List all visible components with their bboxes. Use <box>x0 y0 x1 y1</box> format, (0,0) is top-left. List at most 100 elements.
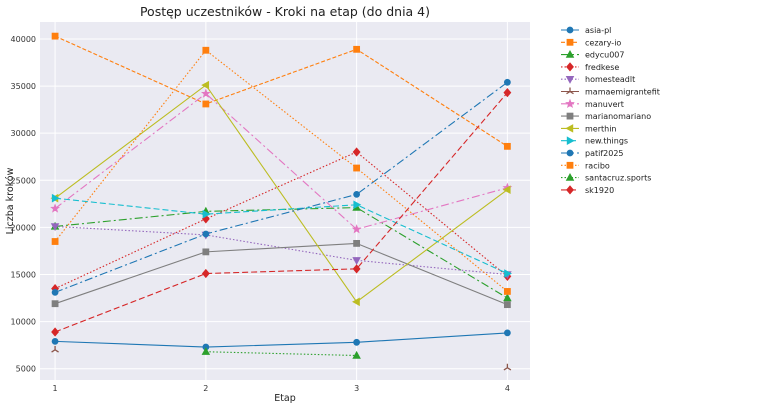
y-tick-label: 15000 <box>11 270 36 279</box>
y-tick-label: 5000 <box>16 365 36 374</box>
data-point <box>503 293 512 302</box>
y-tick-label: 35000 <box>11 82 36 91</box>
data-point <box>51 345 59 353</box>
data-point <box>202 209 211 219</box>
legend-marker <box>565 49 575 58</box>
legend-marker <box>566 26 574 34</box>
series-cezary-io <box>51 32 511 150</box>
data-point <box>351 297 360 307</box>
legend-label: new.things <box>585 137 628 146</box>
data-point <box>51 193 60 203</box>
legend-label: patif2025 <box>585 149 624 158</box>
data-point <box>50 203 60 213</box>
legend-item: new.things <box>561 136 628 146</box>
legend-label: edycu007 <box>585 51 624 60</box>
series-line <box>54 81 508 293</box>
legend-marker <box>566 112 574 120</box>
legend-label: manuvert <box>585 100 624 109</box>
data-point <box>202 230 210 238</box>
data-point <box>201 268 210 279</box>
legend-marker <box>566 87 574 95</box>
x-tick-label: 2 <box>203 384 208 393</box>
x-axis-label: Etap <box>274 393 296 404</box>
legend-marker <box>566 38 574 46</box>
legend-label: santacruz.sports <box>585 174 651 183</box>
data-point <box>51 300 59 308</box>
series-racibo <box>51 46 511 295</box>
data-point <box>51 32 59 40</box>
legend-item: santacruz.sports <box>561 172 651 183</box>
legend-marker <box>566 161 574 169</box>
x-tick-label: 3 <box>354 384 359 393</box>
legend-marker <box>566 149 574 157</box>
data-point <box>353 338 361 346</box>
data-point <box>51 337 59 345</box>
y-tick-label: 20000 <box>11 223 36 232</box>
legend-item: asia-pl <box>561 26 611 35</box>
legend-marker <box>566 136 575 145</box>
data-point <box>503 363 512 371</box>
legend-item: homesteadlt <box>561 75 635 84</box>
legend-item: manuvert <box>561 98 624 109</box>
legend-item: mamaemigrantefit <box>561 87 660 97</box>
y-tick-label: 10000 <box>11 318 36 327</box>
legend-marker <box>565 172 575 181</box>
legend-item: cezary-io <box>561 38 621 47</box>
legend-label: asia-pl <box>585 26 611 35</box>
series-line <box>55 197 508 275</box>
series-layer <box>50 32 513 371</box>
y-tick-label: 30000 <box>11 129 36 138</box>
data-point <box>51 327 60 337</box>
plot-area <box>40 22 530 380</box>
series-marianomariano <box>51 239 511 309</box>
legend-item: marianomariano <box>561 112 651 121</box>
legend-item: merthin <box>561 124 617 133</box>
data-point <box>503 288 511 295</box>
y-axis-label: Liczba kroków <box>5 167 16 234</box>
series-line <box>54 84 508 303</box>
series-line <box>54 49 508 292</box>
series-line <box>55 332 508 348</box>
data-point <box>202 248 210 256</box>
data-point <box>353 45 361 53</box>
data-point <box>353 239 361 247</box>
legend-item: edycu007 <box>561 49 624 60</box>
data-point <box>503 88 512 98</box>
data-point <box>202 46 210 54</box>
data-point <box>201 80 210 90</box>
series-line <box>205 351 357 357</box>
legend-item: racibo <box>561 161 610 170</box>
data-point <box>353 200 362 210</box>
data-point <box>352 264 361 274</box>
data-point <box>503 301 511 309</box>
data-point <box>50 223 60 232</box>
series-line <box>54 151 508 290</box>
series-line <box>54 92 508 230</box>
series-sk1920 <box>51 88 512 337</box>
series-new.things <box>51 193 513 278</box>
legend-item: sk1920 <box>561 185 614 195</box>
legend: asia-pl cezary-io edycu007 fredkese homestea… <box>561 26 660 195</box>
data-point <box>200 88 211 98</box>
x-tick-label: 1 <box>53 384 58 393</box>
data-point <box>51 288 59 296</box>
legend-label: cezary-io <box>585 38 621 47</box>
data-point <box>504 269 513 278</box>
series-line <box>54 242 508 306</box>
series-line <box>54 35 508 147</box>
series-line <box>54 92 508 333</box>
data-point <box>503 78 511 86</box>
data-point <box>202 100 210 108</box>
data-point <box>503 142 511 150</box>
legend-label: marianomariano <box>585 112 651 121</box>
grid <box>40 22 530 380</box>
legend-marker <box>565 76 575 84</box>
chart-title: Postęp uczestników - Kroki na etap (do d… <box>140 4 430 19</box>
legend-marker <box>566 62 574 72</box>
legend-item: patif2025 <box>561 149 624 158</box>
legend-marker <box>565 124 574 133</box>
legend-item: fredkese <box>561 62 619 72</box>
data-point <box>353 164 361 172</box>
